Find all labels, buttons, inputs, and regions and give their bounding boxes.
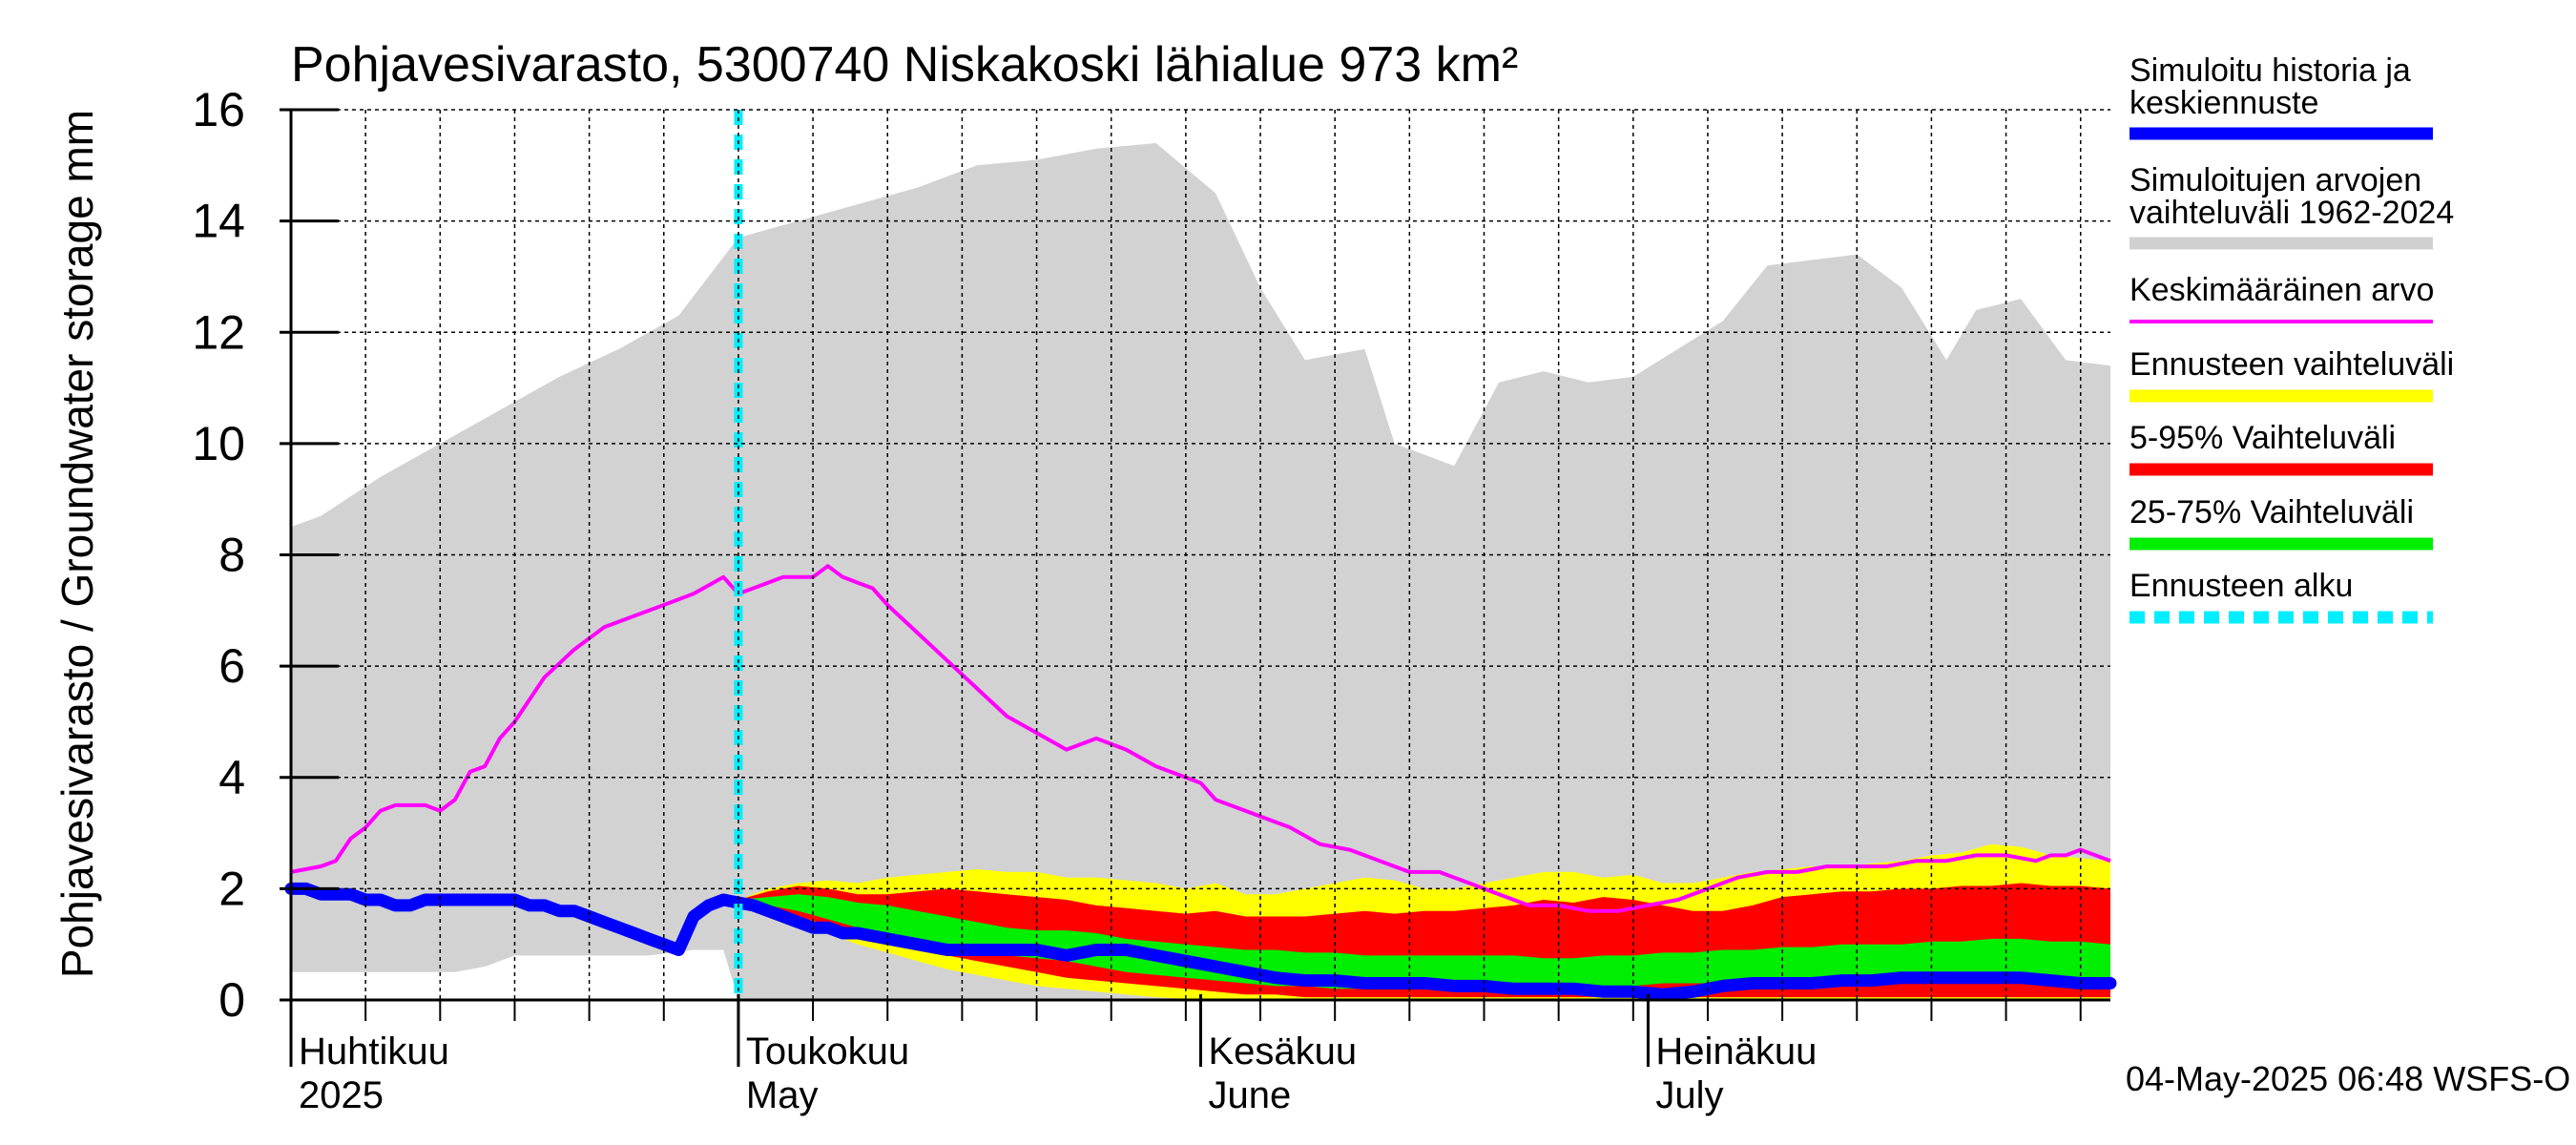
y-tick-label: 12 — [192, 305, 245, 359]
month-label-en: 2025 — [299, 1074, 384, 1116]
legend-item: Ennusteen alku — [2129, 568, 2433, 624]
month-label-fi: Heinäkuu — [1655, 1030, 1817, 1072]
legend-label: Ennusteen vaihteluväli — [2129, 346, 2454, 383]
month-label-fi: Toukokuu — [746, 1030, 909, 1072]
y-axis-label: Pohjavesivarasto / Groundwater storage m… — [52, 110, 102, 978]
legend-item: Ennusteen vaihteluväli — [2129, 346, 2454, 403]
legend-label: Keskimääräinen arvo — [2129, 272, 2434, 308]
legend-label: 5-95% Vaihteluväli — [2129, 420, 2396, 456]
month-label-en: June — [1209, 1074, 1292, 1116]
legend-item: Simuloitu historia ja keskiennuste — [2129, 52, 2433, 140]
historical-range-band — [291, 143, 2110, 1000]
month-label-fi: Kesäkuu — [1209, 1030, 1358, 1072]
mean-line — [290, 564, 2111, 913]
footer-timestamp: 04-May-2025 06:48 WSFS-O — [2126, 1059, 2570, 1098]
y-tick-label: 16 — [192, 83, 245, 136]
y-tick-label: 6 — [218, 639, 245, 693]
plot-area — [284, 110, 2117, 1001]
y-tick-label: 8 — [218, 529, 245, 582]
legend-label: 25-75% Vaihteluväli — [2129, 494, 2414, 531]
y-tick-label: 2 — [218, 862, 245, 915]
month-label-en: May — [746, 1074, 819, 1116]
legend-label: Ennusteen alku — [2129, 568, 2353, 604]
month-label-fi: Huhtikuu — [299, 1030, 449, 1072]
y-tick-label: 0 — [218, 973, 245, 1027]
legend-item: 5-95% Vaihteluväli — [2129, 420, 2433, 476]
y-tick-label: 14 — [192, 195, 245, 248]
legend-item: 25-75% Vaihteluväli — [2129, 494, 2433, 551]
y-tick-label: 4 — [218, 751, 245, 804]
legend-label: Simuloitujen arvojen vaihteluväli 1962-20… — [2129, 162, 2454, 231]
month-label-en: July — [1655, 1074, 1723, 1116]
legend-item: Simuloitujen arvojen vaihteluväli 1962-20… — [2129, 162, 2454, 250]
legend: Simuloitu historia ja keskiennuste Simuloi… — [2129, 52, 2454, 624]
y-tick-label: 10 — [192, 417, 245, 470]
chart-title: Pohjavesivarasto, 5300740 Niskakoski läh… — [291, 37, 1518, 93]
forecast-25-75-band — [737, 894, 2110, 989]
legend-item: Keskimääräinen arvo — [2129, 272, 2434, 323]
history-median-line — [284, 882, 2117, 1001]
legend-label: Simuloitu historia ja keskiennuste — [2129, 52, 2411, 121]
